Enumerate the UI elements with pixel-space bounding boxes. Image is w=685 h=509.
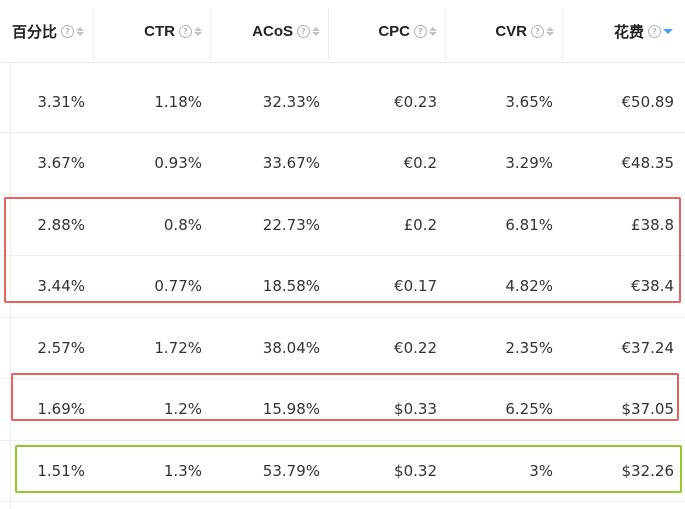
table-row[interactable]: 1.51% 1.3% 53.79% $0.32 3% $32.26 xyxy=(0,440,685,502)
cell-cpc: €0.17 xyxy=(394,277,437,295)
cell-ctr: 0.8% xyxy=(163,215,202,234)
sort-icon[interactable] xyxy=(76,26,85,36)
cell-percent: 3.31% xyxy=(37,92,85,111)
cell-ctr: 1.18% xyxy=(154,92,202,111)
help-icon[interactable]: ? xyxy=(414,24,427,38)
cell-ctr: 1.72% xyxy=(154,338,202,357)
table-row[interactable]: 3.67% 0.93% 33.67% €0.2 3.29% €48.35 xyxy=(0,133,685,195)
cell-percent: 3.67% xyxy=(37,154,85,172)
cell-cpc: €0.23 xyxy=(394,92,437,111)
cell-cpc: €0.2 xyxy=(403,154,437,172)
cell-spend: €37.24 xyxy=(621,338,675,357)
table-row[interactable]: 3.31% 1.18% 32.33% €0.23 3.65% €50.89 xyxy=(0,71,685,133)
cell-cvr: 6.81% xyxy=(505,215,553,234)
highlight-box-green xyxy=(15,445,682,493)
cell-percent: 1.51% xyxy=(37,461,85,480)
cell-spend: €38.4 xyxy=(631,277,674,295)
cell-spend: €50.89 xyxy=(621,92,675,111)
table-row[interactable]: 2.88% 0.8% 22.73% £0.2 6.81% £38.8 xyxy=(0,194,685,256)
column-header-cvr[interactable]: CVR ? xyxy=(445,0,562,62)
sort-icon[interactable] xyxy=(546,26,554,36)
cell-spend: £38.8 xyxy=(631,215,674,234)
column-header-cpc[interactable]: CPC ? xyxy=(328,0,445,62)
cell-acos: 18.58% xyxy=(262,277,320,295)
cell-acos: 53.79% xyxy=(262,461,320,480)
cell-cvr: 3% xyxy=(529,461,553,480)
sort-icon[interactable] xyxy=(312,26,320,36)
help-icon[interactable]: ? xyxy=(531,24,544,38)
cell-acos: 32.33% xyxy=(262,92,320,111)
cell-cpc: $0.32 xyxy=(394,461,437,480)
column-header-label: 花费 xyxy=(613,23,644,41)
table-row[interactable]: 3.44% 0.77% 18.58% €0.17 4.82% €38.4 xyxy=(0,256,685,318)
cell-cvr: 6.25% xyxy=(505,400,553,418)
cell-percent: 2.88% xyxy=(37,215,85,234)
table-header: 百分比 ? CTR ? ACoS ? CPC ? CVR ? xyxy=(0,0,685,63)
cell-spend: $32.26 xyxy=(621,461,675,480)
sort-icon[interactable] xyxy=(429,26,437,36)
cell-cpc: $0.33 xyxy=(394,400,437,418)
cell-acos: 15.98% xyxy=(262,400,320,418)
cell-ctr: 1.3% xyxy=(163,461,202,480)
highlight-box-red xyxy=(11,373,679,421)
column-header-label: 百分比 xyxy=(12,23,58,41)
cell-percent: 1.69% xyxy=(37,400,85,418)
cell-acos: 33.67% xyxy=(262,154,320,172)
cell-cpc: €0.22 xyxy=(394,338,437,357)
column-header-label: CTR xyxy=(144,22,175,40)
help-icon[interactable]: ? xyxy=(648,24,661,38)
cell-cvr: 3.65% xyxy=(505,92,553,111)
column-header-label: CPC xyxy=(378,22,410,40)
sort-icon[interactable] xyxy=(194,26,202,36)
help-icon[interactable]: ? xyxy=(297,24,310,38)
cell-ctr: 0.77% xyxy=(154,277,202,295)
cell-ctr: 0.93% xyxy=(154,154,202,172)
table-row[interactable]: 1.69% 1.2% 15.98% $0.33 6.25% $37.05 xyxy=(0,379,685,441)
cell-cvr: 4.82% xyxy=(505,277,553,295)
column-header-spend[interactable]: 花费 ? xyxy=(562,0,683,62)
help-icon[interactable]: ? xyxy=(61,24,75,38)
column-header-ctr[interactable]: CTR ? xyxy=(93,0,210,62)
cell-ctr: 1.2% xyxy=(163,400,202,418)
sort-desc-icon[interactable] xyxy=(663,28,673,34)
table-row[interactable]: 2.57% 1.72% 38.04% €0.22 2.35% €37.24 xyxy=(0,317,685,379)
column-header-percent[interactable]: 百分比 ? xyxy=(0,0,93,62)
cell-percent: 3.44% xyxy=(37,277,85,295)
column-header-label: ACoS xyxy=(252,22,293,40)
cell-cvr: 3.29% xyxy=(505,154,553,172)
cell-spend: $37.05 xyxy=(621,400,675,418)
cell-spend: €48.35 xyxy=(621,154,675,172)
help-icon[interactable]: ? xyxy=(179,24,192,38)
highlight-box-red xyxy=(4,197,681,303)
cell-acos: 22.73% xyxy=(262,215,320,234)
cell-cpc: £0.2 xyxy=(403,215,437,234)
cell-cvr: 2.35% xyxy=(505,338,553,357)
column-header-acos[interactable]: ACoS ? xyxy=(210,0,328,62)
cell-percent: 2.57% xyxy=(37,338,85,357)
column-header-label: CVR xyxy=(495,22,527,40)
cell-acos: 38.04% xyxy=(262,338,320,357)
